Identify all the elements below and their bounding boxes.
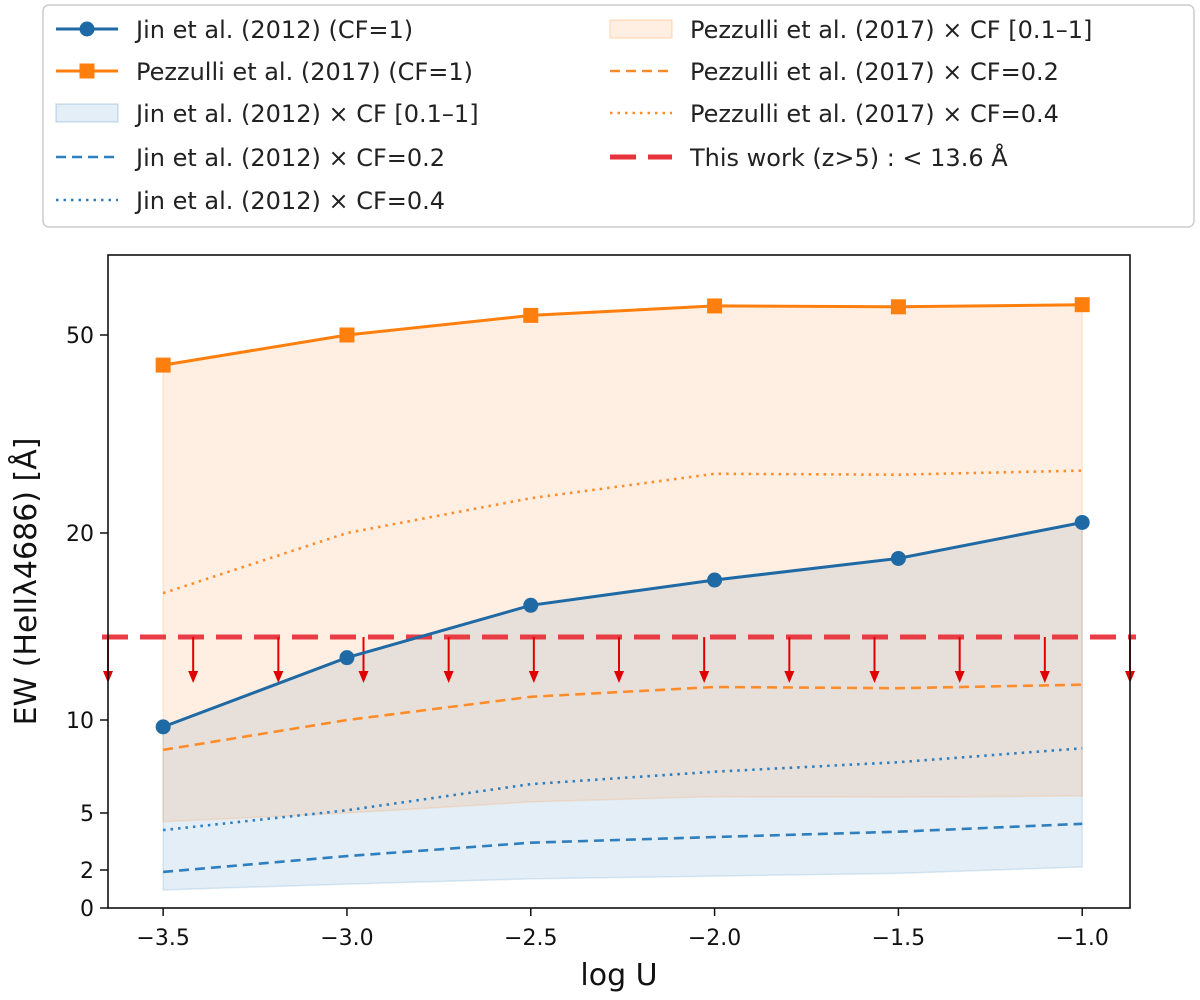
- x-tick-label: −2.0: [688, 926, 741, 951]
- y-axis: 0 2 5 10 20 50: [66, 324, 108, 922]
- upper-limit-arrow: [358, 637, 369, 684]
- band-pezzulli-et-al-2017-cf-0-1-1: [162, 303, 1083, 823]
- legend-entry-jin-et-al-2012-cf-1: Jin et al. (2012) (CF=1): [56, 16, 413, 44]
- legend-entry-this-work-z-5-13-6: This work (z>5) : < 13.6 Å: [610, 143, 1008, 172]
- upper-limit-arrow: [954, 637, 965, 684]
- y-tick-label: 5: [80, 802, 94, 827]
- line-jin-et-al-2012-cf-1: [162, 521, 1083, 729]
- point-jin-et-al-2012-cf-1: [523, 597, 539, 613]
- point-jin-et-al-2012-cf-1: [1074, 514, 1090, 530]
- upper-limit-arrow: [443, 637, 454, 684]
- upper-limit-arrow: [614, 637, 624, 684]
- line-pezzulli-et-al-2017-cf-0-4: [162, 469, 1083, 595]
- legend-entry-pezzulli-et-al-2017-cf-0-4: Pezzulli et al. (2017) × CF=0.4: [610, 100, 1059, 128]
- x-tick-label: −2.5: [504, 926, 557, 951]
- y-axis-label: EW (HeIIλ4686) [Å]: [8, 438, 44, 726]
- legend-label: Pezzulli et al. (2017) × CF [0.1–1]: [690, 16, 1092, 44]
- legend-label: Pezzulli et al. (2017) × CF=0.4: [690, 100, 1059, 128]
- legend-label: Jin et al. (2012) × CF=0.2: [134, 144, 445, 172]
- legend-entry-jin-et-al-2012-cf-0-2: Jin et al. (2012) × CF=0.2: [56, 144, 445, 172]
- legend-entry-jin-et-al-2012-cf-0-1-1: Jin et al. (2012) × CF [0.1–1]: [55, 100, 479, 128]
- legend-entry-pezzulli-et-al-2017-cf-1: Pezzulli et al. (2017) (CF=1): [56, 58, 473, 86]
- x-tick-label: −1.5: [872, 926, 925, 951]
- legend-entry-pezzulli-et-al-2017-cf-0-1-1: Pezzulli et al. (2017) × CF [0.1–1]: [609, 16, 1092, 44]
- y-tick-label: 20: [66, 522, 94, 547]
- point-jin-et-al-2012-cf-1: [890, 550, 906, 566]
- legend-entry-pezzulli-et-al-2017-cf-0-2: Pezzulli et al. (2017) × CF=0.2: [610, 58, 1059, 86]
- y-tick-label: 2: [80, 859, 94, 884]
- legend-entry-jin-et-al-2012-cf-0-4: Jin et al. (2012) × CF=0.4: [56, 187, 445, 215]
- legend-label: Pezzulli et al. (2017) (CF=1): [136, 58, 473, 86]
- legend-label: Jin et al. (2012) × CF=0.4: [134, 187, 445, 215]
- upper-limit-arrow: [699, 637, 710, 684]
- y-tick-label: 0: [80, 897, 94, 922]
- point-pezzulli-et-al-2017-cf-1: [890, 299, 906, 315]
- legend-label: This work (z>5) : < 13.6 Å: [689, 143, 1008, 172]
- line-pezzulli-et-al-2017-cf-0-2: [162, 683, 1083, 752]
- x-tick-label: −1.0: [1055, 926, 1108, 951]
- legend-frame: [42, 4, 1195, 228]
- y-tick-label: 10: [66, 709, 94, 734]
- y-tick-label: 50: [66, 324, 94, 349]
- point-pezzulli-et-al-2017-cf-1: [339, 327, 355, 343]
- upper-limit-arrow: [1039, 637, 1050, 684]
- upper-limit-arrow: [528, 637, 539, 684]
- point-jin-et-al-2012-cf-1: [155, 719, 171, 735]
- point-jin-et-al-2012-cf-1: [339, 650, 355, 666]
- x-tick-label: −3.5: [136, 926, 189, 951]
- upper-limit-arrow: [869, 637, 880, 684]
- legend-label: Jin et al. (2012) × CF [0.1–1]: [134, 100, 479, 128]
- point-pezzulli-et-al-2017-cf-1: [707, 298, 723, 314]
- line-jin-et-al-2012-cf-0-2: [162, 822, 1083, 874]
- x-tick-label: −3.0: [320, 926, 373, 951]
- point-pezzulli-et-al-2017-cf-1: [1074, 297, 1090, 313]
- x-axis-label: log U: [580, 958, 657, 993]
- x-axis: −3.5 −3.0 −2.5 −2.0 −1.5 −1.0: [136, 908, 1109, 951]
- point-jin-et-al-2012-cf-1: [707, 572, 723, 588]
- plot-area: [102, 254, 1136, 909]
- upper-limit-arrow: [188, 637, 199, 684]
- upper-limit-arrow: [273, 637, 284, 684]
- legend-label: Pezzulli et al. (2017) × CF=0.2: [690, 58, 1059, 86]
- legend: Jin et al. (2012) (CF=1) Pezzulli et al. …: [42, 4, 1195, 228]
- plot-frame: [107, 254, 1131, 909]
- line-pezzulli-et-al-2017-cf-1: [162, 303, 1083, 367]
- point-pezzulli-et-al-2017-cf-1: [523, 307, 539, 323]
- point-pezzulli-et-al-2017-cf-1: [155, 357, 171, 373]
- upper-limit-arrow: [784, 637, 795, 684]
- legend-label: Jin et al. (2012) (CF=1): [134, 16, 413, 44]
